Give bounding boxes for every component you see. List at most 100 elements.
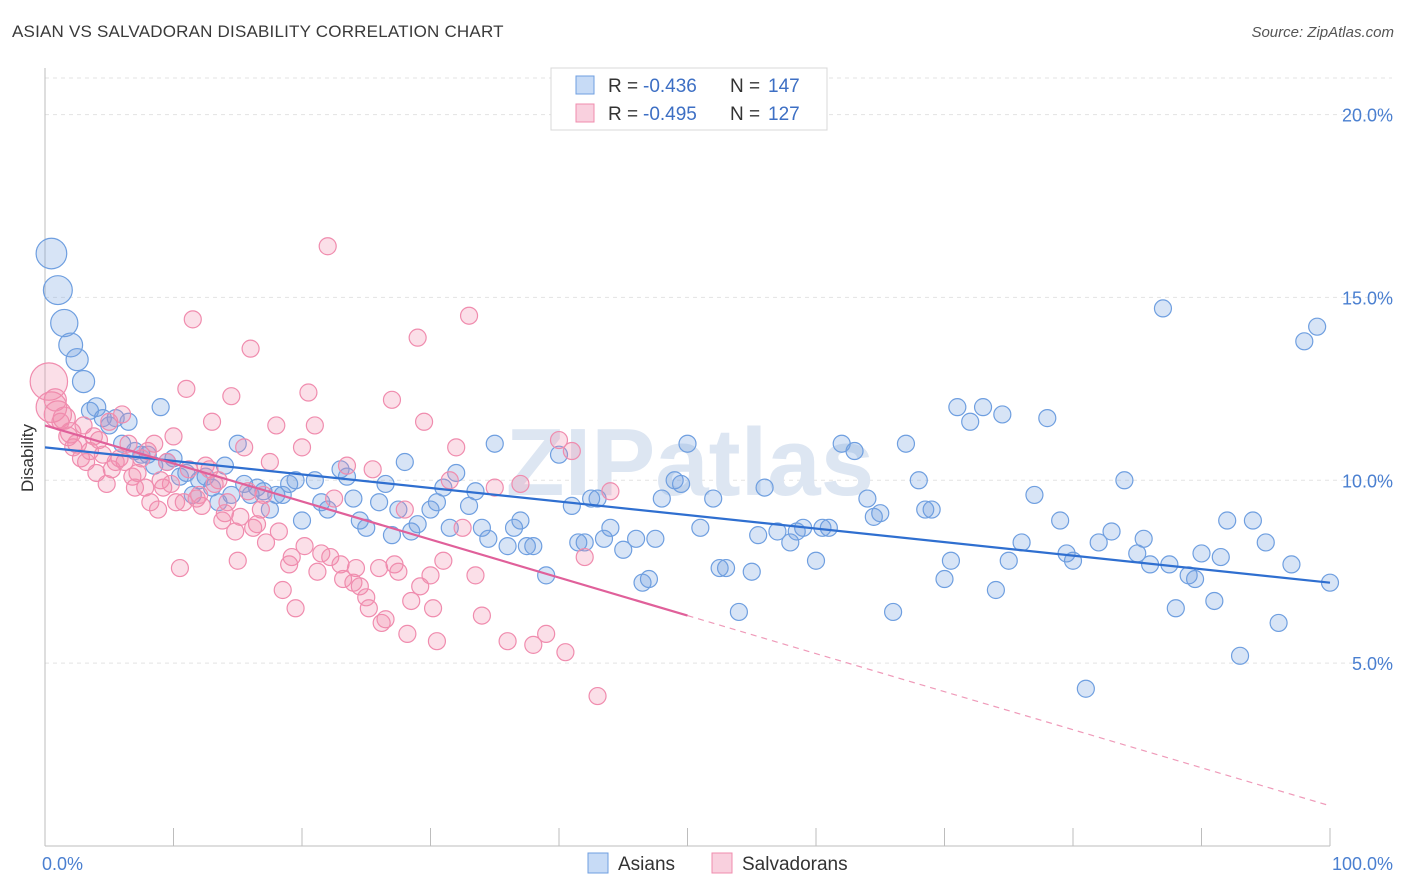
asians-point (71, 369, 96, 394)
asians-point (1205, 591, 1224, 611)
asians-point (1230, 646, 1250, 665)
asians-point (562, 496, 581, 515)
asians-point (916, 500, 935, 519)
salvadorans-point (43, 388, 67, 412)
salvadorans-point (321, 547, 340, 567)
legend-asians-n-label: N = (730, 76, 760, 97)
salvadorans-point (260, 452, 279, 472)
asians-point (710, 558, 729, 578)
bottom-legend-asians-label: Asians (618, 854, 675, 875)
salvadorans-point (459, 306, 479, 325)
asians-point (594, 529, 614, 548)
asians-point (755, 478, 774, 497)
asians-point (691, 518, 710, 537)
salvadorans-point (299, 383, 318, 402)
axes (44, 68, 1331, 847)
salvadorans-point (414, 412, 434, 431)
salvadorans-point (282, 547, 301, 567)
salvadorans-point (427, 632, 447, 651)
legend-asians-r-label: R = (608, 76, 638, 97)
tick-labels: 5.0% 10.0% 15.0% 20.0% 0.0% 100.0% (42, 106, 1393, 874)
salvadorans-point (434, 551, 453, 570)
salvadorans-point (385, 555, 404, 574)
salvadorans-point (325, 489, 344, 508)
asians-point (498, 537, 517, 556)
salvadorans-point (170, 558, 190, 578)
asians-point (729, 602, 749, 622)
asians-point (678, 434, 697, 453)
salvadorans-point (183, 310, 202, 329)
salvadorans-point (350, 577, 369, 596)
asians-point (119, 412, 138, 431)
asians-point (524, 537, 543, 556)
salvadorans-point (423, 599, 443, 618)
salvadorans-point (411, 577, 430, 596)
asians-point (614, 540, 633, 559)
asians-point (819, 518, 838, 537)
asians-point (896, 434, 916, 453)
asians-point (50, 308, 79, 338)
asians-point (408, 515, 427, 534)
y-axis-label: Disability (18, 423, 37, 492)
asians-point (948, 398, 967, 417)
salvadorans-point (382, 390, 402, 409)
asians-point (511, 511, 530, 530)
salvadorans-point (280, 555, 299, 574)
salvadorans-point (123, 467, 142, 486)
salvadorans-point (215, 504, 234, 523)
salvadorans-point (472, 606, 491, 625)
salvadorans-point (187, 489, 206, 508)
asians-point (704, 489, 723, 508)
salvadorans-point (485, 478, 504, 497)
asians-point (151, 398, 170, 417)
asians-point (749, 526, 768, 545)
asians-point (1256, 533, 1275, 552)
salvadorans-point (295, 537, 314, 556)
salvadorans-point (363, 460, 382, 479)
salvadorans-point (331, 555, 350, 574)
salvadorans-point (177, 379, 196, 398)
salvadorans-point (269, 522, 288, 541)
salvadorans-trend-line (44, 424, 688, 617)
salvadorans-point (537, 624, 556, 643)
asians-point (941, 551, 961, 570)
asians-point (1218, 511, 1237, 530)
asians-trend-line (44, 446, 1331, 584)
salvadorans-point (498, 632, 517, 651)
salvadorans-point (125, 478, 145, 497)
salvadorans-point (179, 460, 199, 479)
salvadorans-point (588, 686, 607, 706)
asians-point (370, 493, 389, 512)
salvadorans-point (71, 449, 91, 468)
x-tick-label-start: 0.0% (42, 854, 83, 874)
asians-point (58, 332, 84, 358)
salvadorans-point (202, 412, 222, 431)
asians-point (1192, 544, 1211, 563)
salvadorans-point (447, 438, 466, 457)
salvadorans-point (601, 482, 620, 501)
salvadorans-point (267, 416, 286, 435)
asians-point (716, 558, 736, 578)
asians-point (1051, 511, 1070, 530)
asians-point (1115, 471, 1134, 490)
y-tick-label: 20.0% (1342, 106, 1393, 126)
salvadorans-points (29, 237, 620, 706)
salvadorans-point (402, 591, 421, 611)
asians-point (845, 441, 864, 461)
salvadorans-point (292, 438, 312, 457)
asians-point (421, 500, 440, 519)
source-label: Source: ZipAtlas.com (1251, 24, 1394, 41)
asians-point (1102, 522, 1121, 541)
asians-point (1166, 599, 1185, 618)
x-tick-label-end: 100.0% (1332, 854, 1393, 874)
asians-point (1089, 533, 1108, 552)
asians-point (601, 518, 620, 537)
legend-salvadorans-r-label: R = (608, 104, 638, 125)
asians-point (35, 237, 68, 270)
salvadorans-point (241, 339, 260, 358)
asians-point (1243, 511, 1263, 530)
salvadorans-point (251, 500, 270, 519)
asians-point (1308, 317, 1327, 336)
asians-point (1038, 409, 1057, 428)
asians-point (986, 580, 1006, 600)
